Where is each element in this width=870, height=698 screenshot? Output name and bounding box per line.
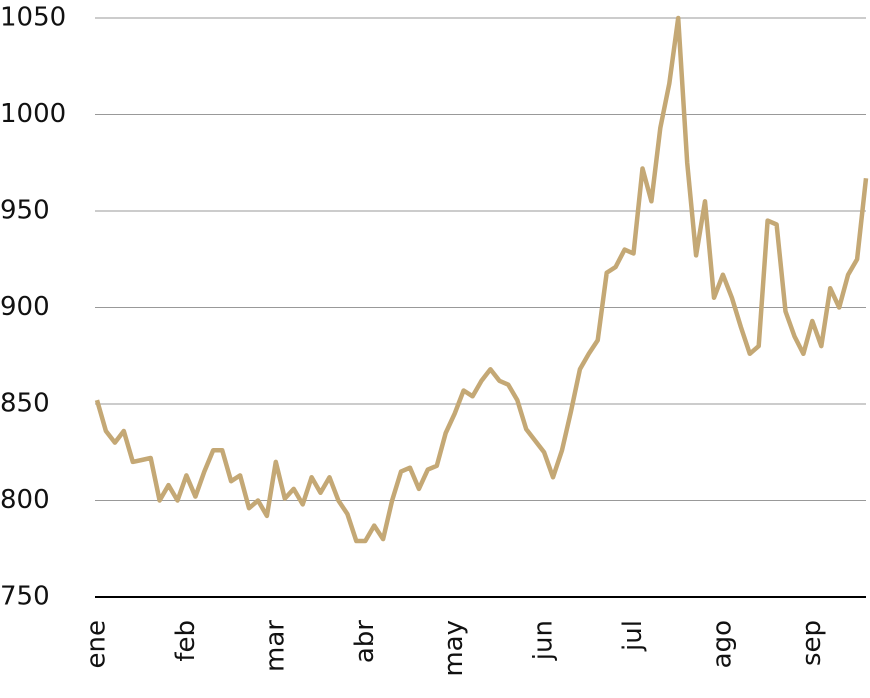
x-tick-label: feb bbox=[171, 620, 201, 662]
y-tick-label: 750 bbox=[0, 582, 50, 612]
line-series bbox=[94, 15, 869, 544]
x-tick-label: mar bbox=[260, 620, 290, 672]
y-tick-label: 1050 bbox=[0, 3, 66, 33]
x-tick-label: abr bbox=[350, 620, 380, 663]
y-tick-label: 1000 bbox=[0, 99, 66, 129]
y-tick-label: 900 bbox=[0, 292, 50, 322]
x-tick-label: jul bbox=[618, 620, 648, 652]
x-tick-label: ago bbox=[707, 620, 737, 668]
x-tick-label: sep bbox=[797, 620, 827, 666]
y-tick-label: 800 bbox=[0, 485, 50, 515]
y-tick-label: 950 bbox=[0, 196, 50, 226]
x-tick-label: ene bbox=[82, 620, 112, 668]
y-tick-label: 850 bbox=[0, 389, 50, 419]
x-tick-label: jun bbox=[529, 620, 559, 661]
x-tick-label: may bbox=[439, 620, 469, 677]
